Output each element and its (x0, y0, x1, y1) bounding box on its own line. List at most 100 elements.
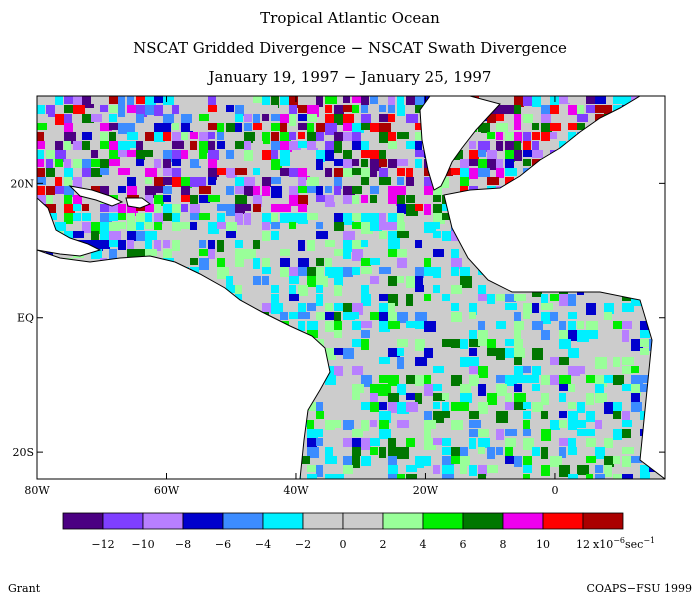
field-cell (370, 168, 377, 179)
field-cell (370, 132, 381, 143)
colorbar-label: −8 (175, 538, 191, 551)
field-cell (424, 321, 436, 332)
field-cell (424, 177, 432, 189)
field-cell (505, 141, 515, 152)
field-cell (613, 321, 625, 329)
field-cell (253, 96, 263, 103)
field-cell (217, 204, 228, 211)
field-cell (514, 141, 521, 151)
field-cell (559, 357, 569, 365)
field-cell (280, 96, 290, 105)
field-cell (523, 150, 535, 157)
field-cell (271, 186, 282, 198)
field-cell (343, 312, 355, 320)
field-cell (244, 141, 251, 150)
field-cell (496, 447, 503, 455)
field-cell (352, 447, 361, 456)
field-cell (496, 159, 503, 169)
field-cell (316, 195, 325, 202)
field-cell (550, 141, 561, 150)
field-cell (550, 357, 562, 365)
field-cell (307, 177, 319, 186)
field-cell (145, 132, 156, 141)
field-cell (334, 141, 342, 153)
field-cell (379, 186, 387, 197)
field-cell (469, 420, 481, 428)
field-cell (415, 150, 424, 157)
colorbar-label: 10 (536, 538, 550, 551)
lat-label: EQ (17, 312, 34, 325)
field-cell (460, 159, 469, 169)
field-cell (361, 339, 369, 350)
field-cell (469, 429, 480, 437)
field-cell (469, 366, 478, 374)
field-cell (172, 132, 183, 142)
field-cell (64, 105, 73, 113)
field-cell (568, 411, 578, 423)
field-cell (451, 258, 462, 269)
field-cell (478, 168, 490, 178)
field-cell (289, 294, 299, 301)
field-cell (244, 177, 255, 187)
field-cell (397, 195, 405, 205)
field-cell (226, 123, 238, 132)
field-cell (379, 375, 390, 383)
field-cell (235, 285, 242, 296)
field-cell (316, 285, 323, 293)
field-cell (334, 312, 341, 324)
field-cell (181, 123, 193, 132)
field-cell (622, 96, 634, 106)
field-cell (487, 114, 496, 123)
field-cell (55, 150, 66, 162)
field-cell (109, 177, 119, 189)
field-cell (505, 429, 517, 436)
field-cell (199, 186, 211, 194)
field-cell (316, 402, 323, 413)
field-cell (271, 141, 280, 150)
field-cell (82, 150, 93, 161)
field-cell (145, 249, 157, 256)
field-cell (505, 375, 517, 386)
field-cell (397, 168, 405, 176)
field-cell (388, 456, 397, 467)
field-cell (298, 186, 308, 193)
field-cell (100, 186, 109, 197)
field-cell (316, 465, 323, 477)
field-cell (406, 114, 418, 125)
field-cell (415, 204, 423, 211)
field-cell (298, 150, 305, 159)
field-cell (316, 312, 328, 320)
africa-landmass (443, 96, 665, 479)
field-cell (370, 204, 381, 216)
field-cell (55, 222, 66, 231)
field-cell (469, 357, 479, 366)
colorbar-swatch (422, 512, 464, 530)
field-cell (370, 123, 379, 134)
field-cell (262, 213, 273, 224)
field-cell (217, 141, 225, 149)
field-cell (532, 384, 540, 391)
field-cell (307, 465, 319, 472)
field-cell (226, 276, 233, 288)
field-cell (37, 168, 45, 178)
field-cell (208, 123, 220, 130)
field-cell (244, 213, 251, 225)
field-cell (334, 366, 343, 376)
field-cell (334, 159, 343, 166)
field-cell (136, 114, 144, 125)
field-cell (595, 96, 606, 104)
field-cell (451, 339, 462, 348)
field-cell (262, 303, 271, 313)
field-cell (127, 186, 137, 195)
field-cell (478, 429, 489, 437)
field-cell (181, 114, 192, 125)
field-cell (253, 258, 260, 269)
colorbar-label: 0 (340, 538, 347, 551)
field-cell (406, 438, 415, 447)
field-cell (514, 330, 521, 339)
field-cell (37, 114, 48, 125)
field-cell (244, 132, 255, 143)
field-cell (370, 105, 380, 117)
field-cell (109, 141, 120, 151)
field-cell (289, 267, 298, 276)
